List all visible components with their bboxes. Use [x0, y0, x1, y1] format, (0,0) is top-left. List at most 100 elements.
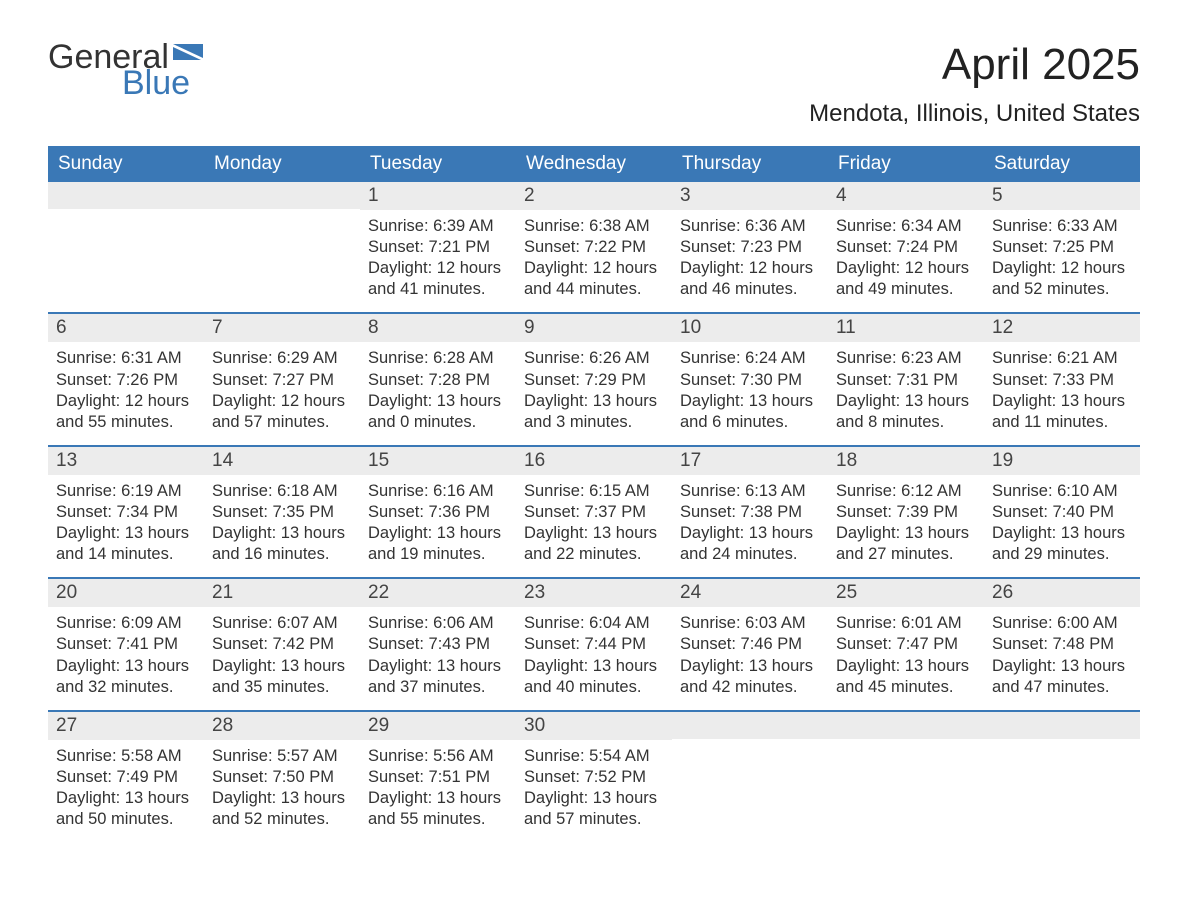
- sunset-line: Sunset: 7:36 PM: [368, 502, 508, 523]
- day-number: 2: [516, 182, 672, 210]
- day-body: Sunrise: 6:01 AMSunset: 7:47 PMDaylight:…: [828, 607, 984, 709]
- calendar-day: 7Sunrise: 6:29 AMSunset: 7:27 PMDaylight…: [204, 314, 360, 444]
- sunset-line: Sunset: 7:27 PM: [212, 370, 352, 391]
- calendar-day: 9Sunrise: 6:26 AMSunset: 7:29 PMDaylight…: [516, 314, 672, 444]
- day-number: 13: [48, 447, 204, 475]
- day-body: Sunrise: 6:28 AMSunset: 7:28 PMDaylight:…: [360, 342, 516, 444]
- weekday-header: Sunday: [48, 146, 204, 182]
- day-body: Sunrise: 6:33 AMSunset: 7:25 PMDaylight:…: [984, 210, 1140, 312]
- sunrise-line: Sunrise: 6:15 AM: [524, 481, 664, 502]
- sunset-line: Sunset: 7:48 PM: [992, 634, 1132, 655]
- calendar-week: 20Sunrise: 6:09 AMSunset: 7:41 PMDayligh…: [48, 577, 1140, 709]
- calendar-day: 6Sunrise: 6:31 AMSunset: 7:26 PMDaylight…: [48, 314, 204, 444]
- daylight-line: Daylight: 13 hours and 35 minutes.: [212, 656, 352, 698]
- day-body: Sunrise: 6:09 AMSunset: 7:41 PMDaylight:…: [48, 607, 204, 709]
- sunrise-line: Sunrise: 6:38 AM: [524, 216, 664, 237]
- header: General Blue April 2025 Mendota, Illinoi…: [48, 40, 1140, 128]
- sunrise-line: Sunrise: 6:33 AM: [992, 216, 1132, 237]
- calendar-day: 17Sunrise: 6:13 AMSunset: 7:38 PMDayligh…: [672, 447, 828, 577]
- daylight-line: Daylight: 13 hours and 40 minutes.: [524, 656, 664, 698]
- day-number: 17: [672, 447, 828, 475]
- day-body: Sunrise: 6:07 AMSunset: 7:42 PMDaylight:…: [204, 607, 360, 709]
- daylight-line: Daylight: 13 hours and 45 minutes.: [836, 656, 976, 698]
- calendar-week: 6Sunrise: 6:31 AMSunset: 7:26 PMDaylight…: [48, 312, 1140, 444]
- daylight-line: Daylight: 12 hours and 55 minutes.: [56, 391, 196, 433]
- calendar: Sunday Monday Tuesday Wednesday Thursday…: [48, 146, 1140, 842]
- daylight-line: Daylight: 13 hours and 0 minutes.: [368, 391, 508, 433]
- weekday-header: Saturday: [984, 146, 1140, 182]
- sunset-line: Sunset: 7:29 PM: [524, 370, 664, 391]
- sunset-line: Sunset: 7:42 PM: [212, 634, 352, 655]
- calendar-day: 18Sunrise: 6:12 AMSunset: 7:39 PMDayligh…: [828, 447, 984, 577]
- daylight-line: Daylight: 12 hours and 41 minutes.: [368, 258, 508, 300]
- sunset-line: Sunset: 7:33 PM: [992, 370, 1132, 391]
- sunrise-line: Sunrise: 6:07 AM: [212, 613, 352, 634]
- calendar-day: 20Sunrise: 6:09 AMSunset: 7:41 PMDayligh…: [48, 579, 204, 709]
- day-number: 14: [204, 447, 360, 475]
- calendar-week: 13Sunrise: 6:19 AMSunset: 7:34 PMDayligh…: [48, 445, 1140, 577]
- calendar-day: 11Sunrise: 6:23 AMSunset: 7:31 PMDayligh…: [828, 314, 984, 444]
- sunrise-line: Sunrise: 6:29 AM: [212, 348, 352, 369]
- calendar-day: 26Sunrise: 6:00 AMSunset: 7:48 PMDayligh…: [984, 579, 1140, 709]
- day-number: 8: [360, 314, 516, 342]
- weekday-header: Thursday: [672, 146, 828, 182]
- daylight-line: Daylight: 13 hours and 27 minutes.: [836, 523, 976, 565]
- sunset-line: Sunset: 7:44 PM: [524, 634, 664, 655]
- sunset-line: Sunset: 7:21 PM: [368, 237, 508, 258]
- sunrise-line: Sunrise: 6:13 AM: [680, 481, 820, 502]
- day-body: Sunrise: 6:39 AMSunset: 7:21 PMDaylight:…: [360, 210, 516, 312]
- weekday-header: Wednesday: [516, 146, 672, 182]
- daylight-line: Daylight: 13 hours and 32 minutes.: [56, 656, 196, 698]
- day-number: [204, 182, 360, 209]
- day-number: 18: [828, 447, 984, 475]
- logo: General Blue: [48, 40, 203, 100]
- sunrise-line: Sunrise: 6:36 AM: [680, 216, 820, 237]
- sunrise-line: Sunrise: 5:54 AM: [524, 746, 664, 767]
- sunrise-line: Sunrise: 6:24 AM: [680, 348, 820, 369]
- day-number: 20: [48, 579, 204, 607]
- day-body: [204, 209, 360, 227]
- day-number: 11: [828, 314, 984, 342]
- daylight-line: Daylight: 13 hours and 50 minutes.: [56, 788, 196, 830]
- day-body: [828, 739, 984, 757]
- sunrise-line: Sunrise: 6:28 AM: [368, 348, 508, 369]
- day-body: Sunrise: 6:34 AMSunset: 7:24 PMDaylight:…: [828, 210, 984, 312]
- calendar-day: [672, 712, 828, 842]
- calendar-day: 27Sunrise: 5:58 AMSunset: 7:49 PMDayligh…: [48, 712, 204, 842]
- day-body: Sunrise: 6:18 AMSunset: 7:35 PMDaylight:…: [204, 475, 360, 577]
- day-number: 4: [828, 182, 984, 210]
- sunset-line: Sunset: 7:37 PM: [524, 502, 664, 523]
- calendar-day: 10Sunrise: 6:24 AMSunset: 7:30 PMDayligh…: [672, 314, 828, 444]
- location: Mendota, Illinois, United States: [809, 100, 1140, 128]
- sunset-line: Sunset: 7:22 PM: [524, 237, 664, 258]
- day-number: 27: [48, 712, 204, 740]
- daylight-line: Daylight: 13 hours and 8 minutes.: [836, 391, 976, 433]
- day-body: Sunrise: 6:15 AMSunset: 7:37 PMDaylight:…: [516, 475, 672, 577]
- sunrise-line: Sunrise: 6:18 AM: [212, 481, 352, 502]
- daylight-line: Daylight: 13 hours and 11 minutes.: [992, 391, 1132, 433]
- sunset-line: Sunset: 7:41 PM: [56, 634, 196, 655]
- day-number: 29: [360, 712, 516, 740]
- sunrise-line: Sunrise: 6:09 AM: [56, 613, 196, 634]
- sunset-line: Sunset: 7:34 PM: [56, 502, 196, 523]
- day-number: 28: [204, 712, 360, 740]
- day-number: 16: [516, 447, 672, 475]
- day-body: [672, 739, 828, 757]
- daylight-line: Daylight: 13 hours and 42 minutes.: [680, 656, 820, 698]
- daylight-line: Daylight: 13 hours and 57 minutes.: [524, 788, 664, 830]
- day-number: 3: [672, 182, 828, 210]
- daylight-line: Daylight: 13 hours and 3 minutes.: [524, 391, 664, 433]
- sunset-line: Sunset: 7:43 PM: [368, 634, 508, 655]
- title-block: April 2025 Mendota, Illinois, United Sta…: [809, 40, 1140, 128]
- calendar-day: 25Sunrise: 6:01 AMSunset: 7:47 PMDayligh…: [828, 579, 984, 709]
- day-number: 6: [48, 314, 204, 342]
- calendar-day: 2Sunrise: 6:38 AMSunset: 7:22 PMDaylight…: [516, 182, 672, 312]
- daylight-line: Daylight: 12 hours and 57 minutes.: [212, 391, 352, 433]
- sunrise-line: Sunrise: 6:23 AM: [836, 348, 976, 369]
- sunrise-line: Sunrise: 6:16 AM: [368, 481, 508, 502]
- day-body: Sunrise: 6:23 AMSunset: 7:31 PMDaylight:…: [828, 342, 984, 444]
- day-number: 9: [516, 314, 672, 342]
- logo-word2: Blue: [122, 66, 190, 100]
- day-body: Sunrise: 6:24 AMSunset: 7:30 PMDaylight:…: [672, 342, 828, 444]
- daylight-line: Daylight: 12 hours and 52 minutes.: [992, 258, 1132, 300]
